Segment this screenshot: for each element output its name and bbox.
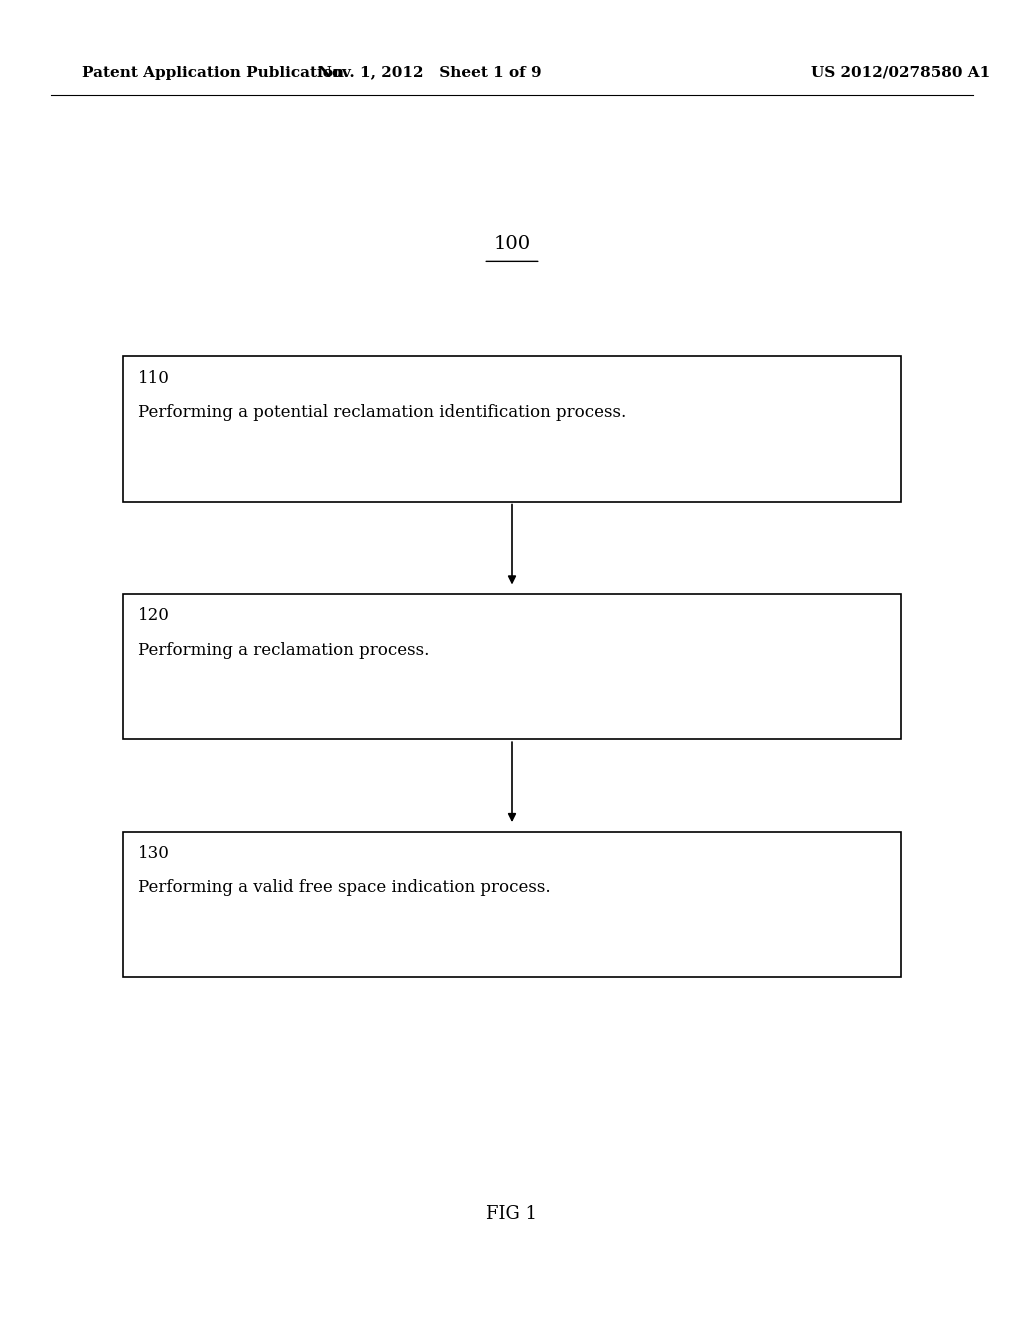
Text: 110: 110: [138, 370, 170, 387]
Text: FIG 1: FIG 1: [486, 1205, 538, 1224]
Text: 130: 130: [138, 845, 170, 862]
Text: Performing a reclamation process.: Performing a reclamation process.: [138, 642, 430, 659]
Text: Performing a valid free space indication process.: Performing a valid free space indication…: [138, 879, 551, 896]
FancyBboxPatch shape: [123, 594, 901, 739]
Text: Patent Application Publication: Patent Application Publication: [82, 66, 344, 79]
Text: Performing a potential reclamation identification process.: Performing a potential reclamation ident…: [138, 404, 627, 421]
Text: 120: 120: [138, 607, 170, 624]
FancyBboxPatch shape: [123, 356, 901, 502]
Text: Nov. 1, 2012   Sheet 1 of 9: Nov. 1, 2012 Sheet 1 of 9: [318, 66, 542, 79]
Text: 100: 100: [494, 235, 530, 253]
Text: US 2012/0278580 A1: US 2012/0278580 A1: [811, 66, 991, 79]
FancyBboxPatch shape: [123, 832, 901, 977]
